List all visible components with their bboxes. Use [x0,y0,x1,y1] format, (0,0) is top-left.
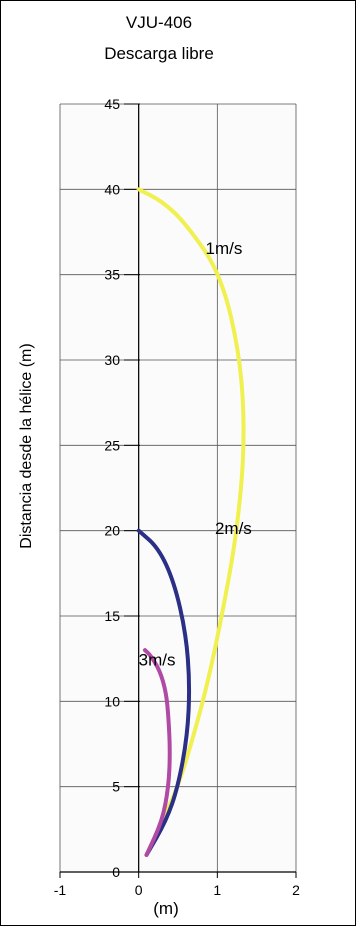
series-line-3 [142,648,172,857]
y-tick-label: 10 [104,693,120,709]
y-tick-label: 15 [104,608,120,624]
x-axis-label: (m) [153,899,179,918]
x-tick-label: 0 [135,882,143,898]
y-tick-label: 20 [104,523,120,539]
series-label-1: 1m/s [206,239,243,258]
chart-subtitle: Descarga libre [104,44,214,63]
x-tick-label: -1 [54,882,67,898]
series-label-3: 3m/s [139,650,176,669]
chart-title: VJU-406 [125,13,193,32]
y-tick-label: 5 [112,779,120,795]
y-tick-label: 45 [104,96,120,112]
y-tick-label: 35 [104,267,120,283]
y-tick-label: 30 [104,352,120,368]
y-tick-label: 40 [104,181,120,197]
series-line-2 [136,528,192,857]
plot-background [60,104,296,872]
y-tick-label: 25 [104,437,120,453]
x-tick-label: 2 [292,882,300,898]
series-label-2: 2m/s [215,519,252,538]
x-tick-label: 1 [213,882,221,898]
